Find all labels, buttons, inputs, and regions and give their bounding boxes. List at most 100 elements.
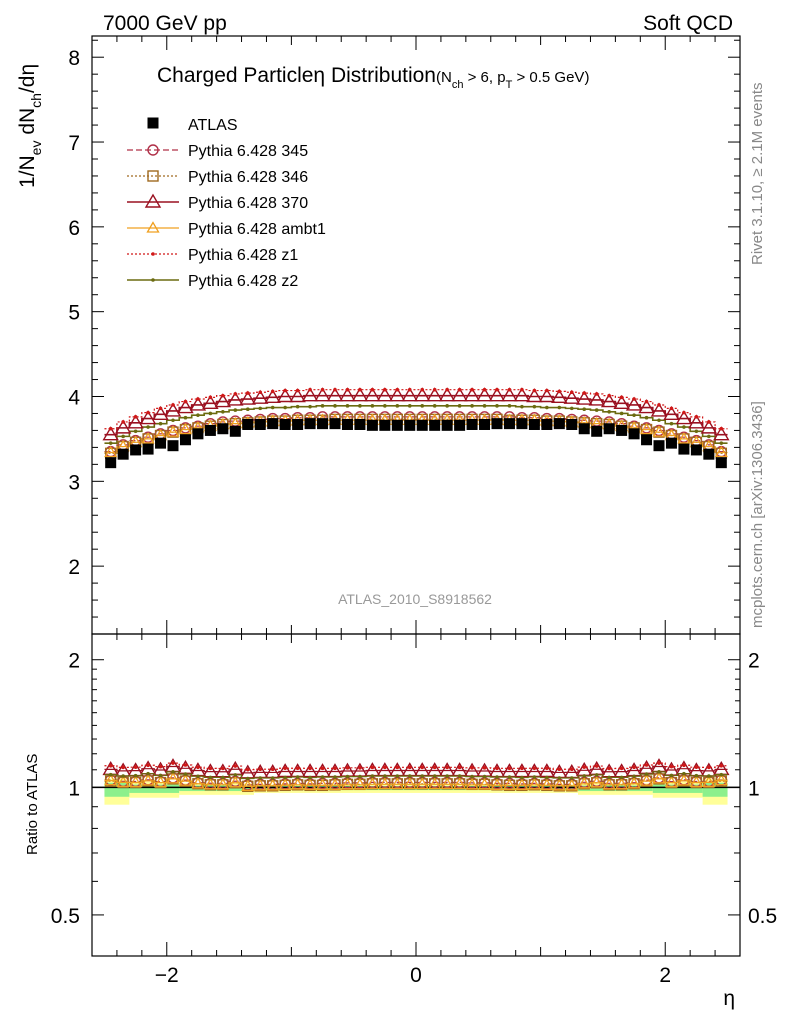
ratio-point-4 bbox=[607, 766, 611, 771]
x-tick-label: 2 bbox=[659, 964, 671, 987]
ratio-point-2 bbox=[289, 763, 306, 778]
ratio-point-5 bbox=[258, 776, 263, 780]
ratio-point-3 bbox=[490, 778, 504, 790]
legend-entry-atlas: ATLAS bbox=[147, 117, 238, 134]
series-point-4 bbox=[295, 388, 300, 393]
series-point-4 bbox=[657, 403, 661, 407]
ratio-point-3 bbox=[577, 777, 591, 789]
series-point-2 bbox=[301, 387, 319, 402]
series-point-2 bbox=[438, 387, 456, 402]
ratio-point-5 bbox=[495, 775, 499, 779]
ratio-point-4 bbox=[420, 765, 425, 770]
series-point-4 bbox=[183, 399, 188, 404]
ratio-point-3 bbox=[590, 775, 604, 788]
series-point-4 bbox=[121, 420, 125, 424]
atlas-point bbox=[653, 440, 665, 452]
series-point-4 bbox=[594, 392, 599, 396]
ratio-point-5 bbox=[507, 775, 512, 779]
ratio-point-5 bbox=[208, 775, 213, 780]
x-ticks: −2 0 2 bbox=[91, 36, 741, 987]
ratio-y-tick-label: 0.5 bbox=[51, 905, 80, 928]
ratio-point-2 bbox=[301, 763, 319, 778]
ratio-y-ticks: 0.5 0.5 1 1 2 2 bbox=[51, 650, 777, 957]
ratio-point-5 bbox=[470, 774, 474, 779]
series-point-5 bbox=[283, 405, 287, 410]
atlas-point bbox=[329, 418, 341, 430]
series-point-4 bbox=[333, 387, 337, 392]
series-point-2 bbox=[650, 402, 668, 417]
y-axis-label: 1/Nev dNch/dη bbox=[16, 64, 44, 188]
ratio-point-4 bbox=[383, 765, 387, 770]
atlas-point bbox=[242, 418, 254, 430]
series-point-5 bbox=[707, 434, 711, 439]
series-point-2 bbox=[588, 391, 605, 406]
atlas-point bbox=[603, 423, 615, 435]
rivet-label: Rivet 3.1.10, ≥ 2.1M events bbox=[749, 83, 766, 266]
ratio-point-5 bbox=[719, 772, 724, 777]
ratio-point-5 bbox=[619, 775, 624, 780]
series-point-4 bbox=[545, 388, 549, 393]
ratio-point-2 bbox=[276, 763, 294, 778]
series-point-5 bbox=[594, 408, 599, 412]
series-point-4 bbox=[370, 387, 375, 392]
ratio-point-2 bbox=[326, 763, 344, 778]
series-point-2 bbox=[463, 387, 481, 402]
series-point-4 bbox=[407, 387, 412, 392]
series-point-4 bbox=[707, 420, 711, 424]
ratio-point-5 bbox=[308, 775, 312, 780]
series-point-2 bbox=[152, 405, 169, 421]
ratio-point-2 bbox=[488, 763, 506, 778]
ratio-point-5 bbox=[407, 774, 412, 778]
series-point-4 bbox=[520, 387, 524, 392]
ratio-point-2 bbox=[314, 763, 331, 778]
atlas-point bbox=[254, 418, 266, 430]
ratio-point-4 bbox=[345, 766, 350, 770]
chart-title: Charged Particleη Distribution(Nch > 6, … bbox=[157, 64, 589, 91]
ratio-point-3 bbox=[340, 778, 355, 790]
ratio-point-3 bbox=[278, 778, 292, 790]
series-point-2 bbox=[625, 396, 643, 411]
series-line-5 bbox=[104, 405, 728, 444]
series-point-5 bbox=[395, 404, 400, 408]
ratio-y-tick-label-right: 0.5 bbox=[748, 905, 777, 928]
ratio-point-4 bbox=[719, 763, 724, 768]
ratio-point-5 bbox=[358, 774, 362, 779]
series-point-2 bbox=[289, 388, 306, 403]
legend-entry-0: Pythia 6.428 345 bbox=[127, 143, 308, 160]
series-point-4 bbox=[270, 389, 275, 394]
atlas-point bbox=[267, 418, 279, 430]
series-point-5 bbox=[333, 404, 337, 408]
ratio-point-3 bbox=[702, 775, 716, 788]
series-point-4 bbox=[582, 391, 587, 395]
ratio-point-4 bbox=[657, 761, 661, 765]
atlas-point bbox=[317, 418, 329, 430]
ratio-point-2 bbox=[227, 760, 244, 775]
series-point-2 bbox=[688, 414, 705, 429]
ratio-point-3 bbox=[677, 774, 691, 786]
series-point-4 bbox=[682, 410, 686, 415]
ratio-point-2 bbox=[613, 763, 630, 778]
atlas-point bbox=[167, 440, 179, 452]
series-point-2 bbox=[164, 402, 182, 417]
ratio-point-4 bbox=[283, 766, 287, 771]
ratio-point-4 bbox=[208, 766, 213, 771]
y-tick-label: 7 bbox=[68, 132, 80, 155]
series-point-4 bbox=[669, 406, 674, 411]
header-right: Soft QCD bbox=[643, 12, 733, 35]
series-point-5 bbox=[158, 421, 163, 426]
ratio-y-tick-label-right: 1 bbox=[748, 777, 760, 800]
series-point-5 bbox=[295, 404, 300, 409]
ratio-point-4 bbox=[632, 765, 636, 770]
series-point-5 bbox=[432, 404, 437, 408]
series-point-2 bbox=[713, 426, 730, 441]
ratio-y-tick-label: 2 bbox=[68, 650, 80, 673]
ratio-band-inner bbox=[179, 785, 254, 792]
ratio-point-5 bbox=[632, 774, 636, 779]
ratio-point-4 bbox=[569, 767, 574, 771]
atlas-point bbox=[366, 419, 378, 431]
series-point-2 bbox=[638, 399, 655, 414]
series-point-4 bbox=[258, 390, 263, 395]
ratio-point-2 bbox=[650, 758, 668, 773]
ratio-point-3 bbox=[664, 775, 679, 788]
atlas-point bbox=[578, 423, 590, 435]
